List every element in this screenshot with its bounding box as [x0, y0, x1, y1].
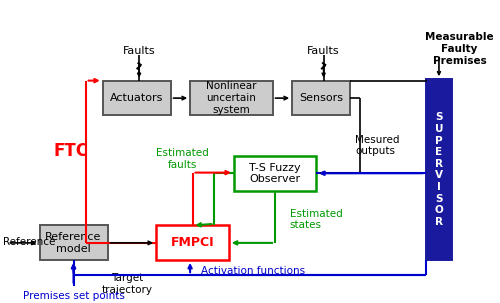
Text: Reference
model: Reference model — [46, 232, 102, 254]
Text: Sensors: Sensors — [299, 93, 343, 103]
Text: Nonlinear
uncertain
system: Nonlinear uncertain system — [206, 82, 256, 115]
FancyBboxPatch shape — [292, 81, 350, 115]
FancyBboxPatch shape — [426, 79, 452, 260]
Text: Estimated
faults: Estimated faults — [156, 148, 209, 170]
Text: FTC: FTC — [54, 142, 88, 161]
Text: S
U
P
E
R
V
I
S
O
R: S U P E R V I S O R — [434, 112, 444, 227]
Text: T-S Fuzzy
Observer: T-S Fuzzy Observer — [250, 163, 301, 184]
Text: Mesured
outputs: Mesured outputs — [355, 135, 400, 156]
Text: Premises set points: Premises set points — [22, 291, 125, 301]
FancyBboxPatch shape — [190, 81, 272, 115]
Text: Reference: Reference — [3, 237, 56, 247]
FancyBboxPatch shape — [156, 225, 229, 260]
Text: Faults: Faults — [123, 46, 156, 56]
Text: Target
trajectory: Target trajectory — [102, 273, 152, 295]
Text: Faults: Faults — [308, 46, 340, 56]
Text: Activation functions: Activation functions — [201, 266, 306, 276]
Text: Actuators: Actuators — [110, 93, 164, 103]
Text: Measurable
Faulty
Premises: Measurable Faulty Premises — [426, 32, 494, 65]
FancyBboxPatch shape — [40, 225, 108, 260]
Text: FMPCI: FMPCI — [170, 236, 214, 249]
FancyBboxPatch shape — [234, 156, 316, 191]
Text: Estimated
states: Estimated states — [290, 208, 343, 230]
FancyBboxPatch shape — [102, 81, 170, 115]
